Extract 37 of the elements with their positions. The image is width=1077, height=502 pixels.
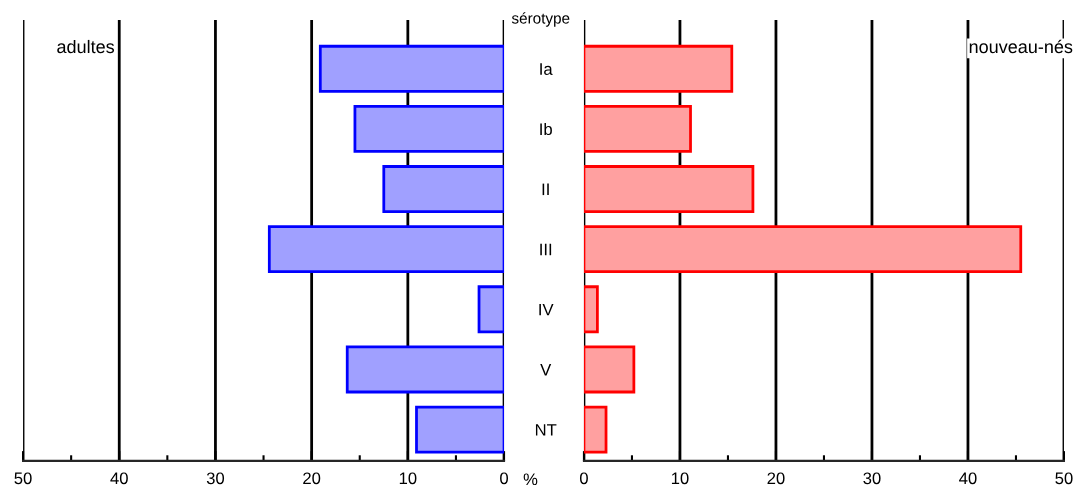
y-tick-label: II <box>542 183 549 196</box>
bar <box>583 225 1023 274</box>
bar <box>382 165 505 213</box>
bar <box>477 285 505 334</box>
x-tick-label: 10 <box>671 472 689 485</box>
y-tick-label: Ia <box>540 63 553 75</box>
bar <box>583 44 734 93</box>
bar <box>583 165 755 213</box>
y-tick-label: Ib <box>540 122 552 136</box>
x-tick-label: 0 <box>500 472 509 485</box>
text: adultes <box>57 39 115 54</box>
bar <box>267 225 505 274</box>
x-tick-label: 20 <box>303 472 321 485</box>
y-axis-title: sérotype <box>511 12 570 27</box>
x-tick-label: 0 <box>579 472 588 485</box>
bar <box>583 405 608 454</box>
x-tick-label: 50 <box>1055 472 1073 485</box>
x-tick-label: 40 <box>110 472 128 485</box>
x-tick-label: 10 <box>399 472 417 485</box>
bar <box>583 285 599 334</box>
y-tick-label: V <box>540 364 552 376</box>
bar <box>583 104 692 153</box>
text: nouveau-nés <box>969 39 1073 54</box>
x-tick-label: 50 <box>14 472 32 485</box>
bar <box>415 405 505 454</box>
x-tick-label: 30 <box>206 472 225 485</box>
x-tick-label: 40 <box>959 472 977 485</box>
x-tick-label: 20 <box>767 472 785 485</box>
bar <box>345 345 505 394</box>
y-tick-label: III <box>540 243 552 256</box>
bar <box>353 104 505 153</box>
bar <box>583 345 636 394</box>
x-axis-title: % <box>523 473 538 486</box>
x-tick-label: 30 <box>863 472 881 485</box>
y-tick-label: NT <box>535 424 557 436</box>
y-tick-label: IV <box>539 303 554 316</box>
bar <box>318 44 505 93</box>
